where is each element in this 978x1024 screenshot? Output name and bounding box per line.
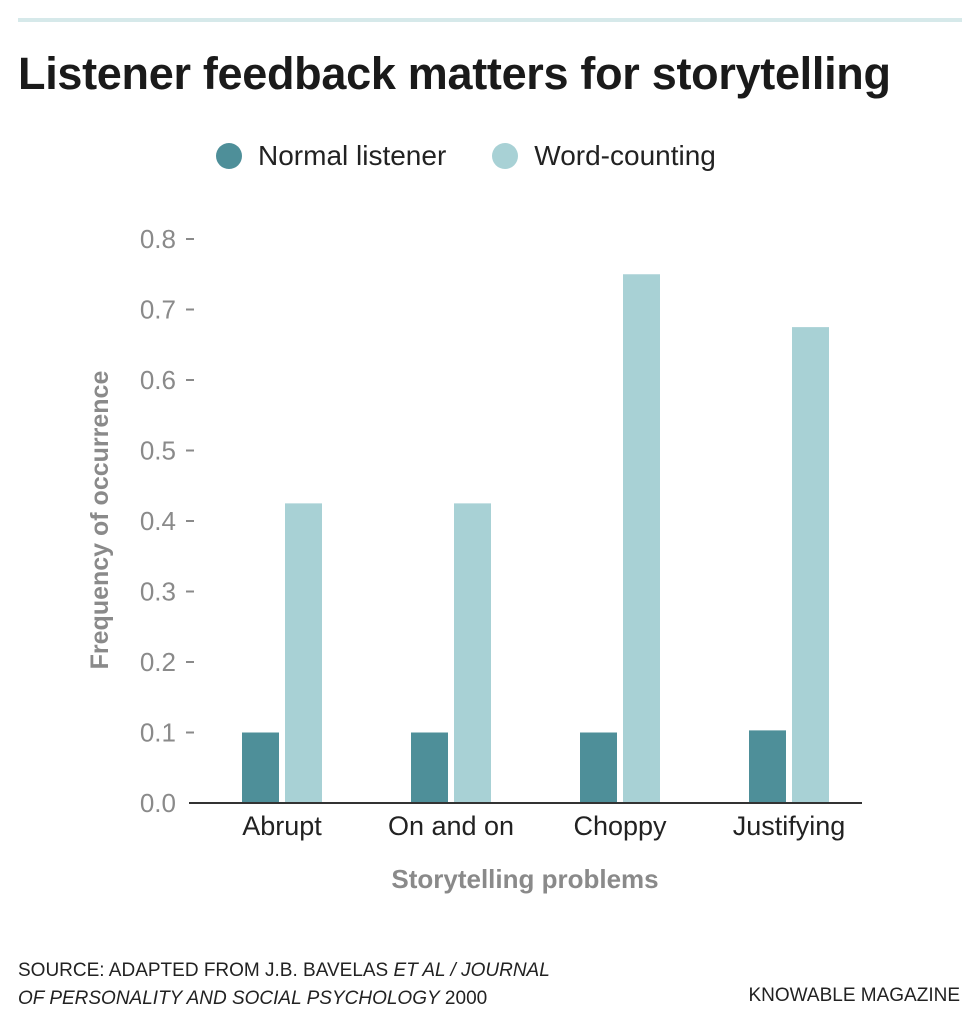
legend-swatch-normal	[216, 143, 242, 169]
legend: Normal listener Word-counting	[216, 140, 762, 172]
source-text-italic: ET AL / JOURNAL	[393, 960, 550, 981]
x-tick-label: Justifying	[733, 811, 846, 841]
y-tick-label: 0.3	[140, 577, 176, 607]
brand-credit: KNOWABLE MAGAZINE	[748, 985, 961, 1006]
y-tick-label: 0.5	[140, 436, 176, 466]
bar-word-counting	[454, 503, 491, 803]
bar-word-counting	[623, 274, 660, 803]
bar-normal	[411, 732, 448, 803]
source-text: SOURCE: ADAPTED FROM J.B. BAVELAS	[18, 960, 394, 981]
top-rule	[18, 18, 962, 22]
source-year: 2000	[439, 988, 488, 1009]
legend-item-word-counting: Word-counting	[492, 140, 716, 172]
legend-label-word-counting: Word-counting	[534, 140, 716, 171]
bar-word-counting	[792, 327, 829, 803]
legend-swatch-word-counting	[492, 143, 519, 169]
y-tick-label: 0.8	[140, 224, 176, 254]
legend-label-normal: Normal listener	[258, 140, 447, 171]
y-tick-label: 0.4	[140, 506, 176, 536]
y-tick-label: 0.2	[140, 647, 176, 677]
bar-normal	[242, 732, 279, 803]
bar-word-counting	[285, 503, 322, 803]
y-tick-label: 0.1	[140, 718, 176, 748]
bar-normal	[580, 732, 617, 803]
bar-normal	[749, 730, 786, 803]
x-axis-label: Storytelling problems	[391, 864, 658, 894]
y-tick-label: 0.6	[140, 365, 176, 395]
x-tick-label: On and on	[388, 811, 514, 841]
source-journal: OF PERSONALITY AND SOCIAL PSYCHOLOGY	[18, 988, 440, 1009]
source-note: SOURCE: ADAPTED FROM J.B. BAVELAS ET AL …	[18, 957, 550, 1013]
y-tick-label: 0.0	[140, 788, 176, 818]
chart-title: Listener feedback matters for storytelli…	[18, 48, 891, 99]
y-tick-label: 0.7	[140, 295, 176, 325]
x-tick-label: Abrupt	[242, 811, 322, 841]
legend-item-normal: Normal listener	[216, 140, 446, 172]
y-axis-label: Frequency of occurrence	[86, 371, 114, 670]
x-tick-label: Choppy	[573, 811, 667, 841]
